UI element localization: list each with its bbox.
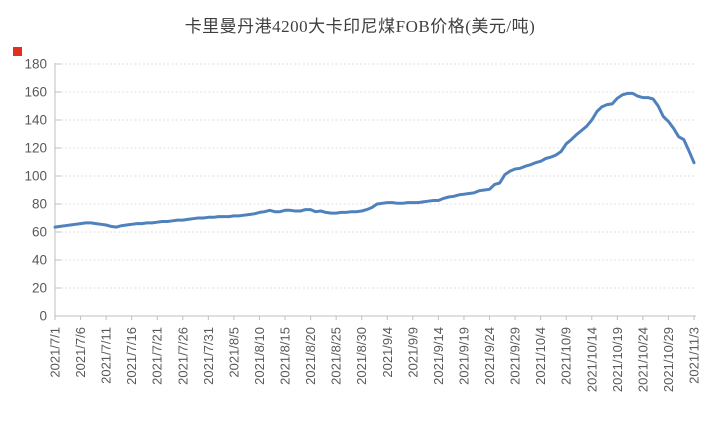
x-axis-label: 2021/10/19: [610, 327, 625, 392]
x-axis-label: 2021/8/25: [329, 327, 344, 385]
x-axis-label: 2021/8/5: [226, 327, 241, 378]
x-axis-label: 2021/8/20: [303, 327, 318, 385]
x-axis-label: 2021/10/14: [584, 327, 599, 392]
y-axis-label: 0: [39, 309, 47, 324]
x-axis-label: 2021/9/4: [380, 327, 395, 378]
y-axis-label: 60: [32, 225, 47, 240]
x-axis-label: 2021/9/29: [508, 327, 523, 385]
price-series-line: [53, 91, 696, 229]
y-axis-label: 20: [32, 281, 47, 296]
x-axis-label: 2021/11/3: [687, 327, 702, 384]
y-axis-label: 40: [32, 253, 47, 268]
y-axis-label: 100: [24, 169, 47, 184]
y-axis-label: 180: [24, 57, 47, 72]
x-axis-label: 2021/10/24: [635, 327, 650, 392]
x-axis-label: 2021/7/1: [48, 327, 63, 378]
chart-title: 卡里曼丹港4200大卡印尼煤FOB价格(美元/吨): [184, 17, 536, 36]
y-axis-label: 80: [32, 197, 47, 212]
y-axis-label: 140: [24, 113, 47, 128]
x-axis-label: 2021/7/21: [150, 327, 165, 385]
x-axis-label: 2021/10/9: [559, 327, 574, 385]
x-axis-label: 2021/8/15: [278, 327, 293, 385]
x-axis-label: 2021/7/6: [73, 327, 88, 378]
x-axis-label: 2021/7/31: [201, 327, 216, 385]
y-axis-label: 120: [24, 141, 47, 156]
x-axis-label: 2021/7/26: [175, 327, 190, 385]
x-axis-label: 2021/9/19: [456, 327, 471, 385]
red-square-marker: [13, 47, 22, 56]
x-axis-label: 2021/8/10: [252, 327, 267, 385]
x-axis-label: 2021/10/29: [661, 327, 676, 392]
x-axis-label: 2021/9/14: [431, 327, 446, 385]
x-axis-label: 2021/8/30: [354, 327, 369, 385]
x-axis-label: 2021/7/16: [124, 327, 139, 385]
x-axis-label: 2021/9/9: [405, 327, 420, 378]
x-axis-label: 2021/7/11: [99, 327, 114, 384]
x-axis-label: 2021/9/24: [482, 327, 497, 385]
y-axis-label: 160: [24, 85, 47, 100]
x-axis-label: 2021/10/4: [533, 327, 548, 385]
